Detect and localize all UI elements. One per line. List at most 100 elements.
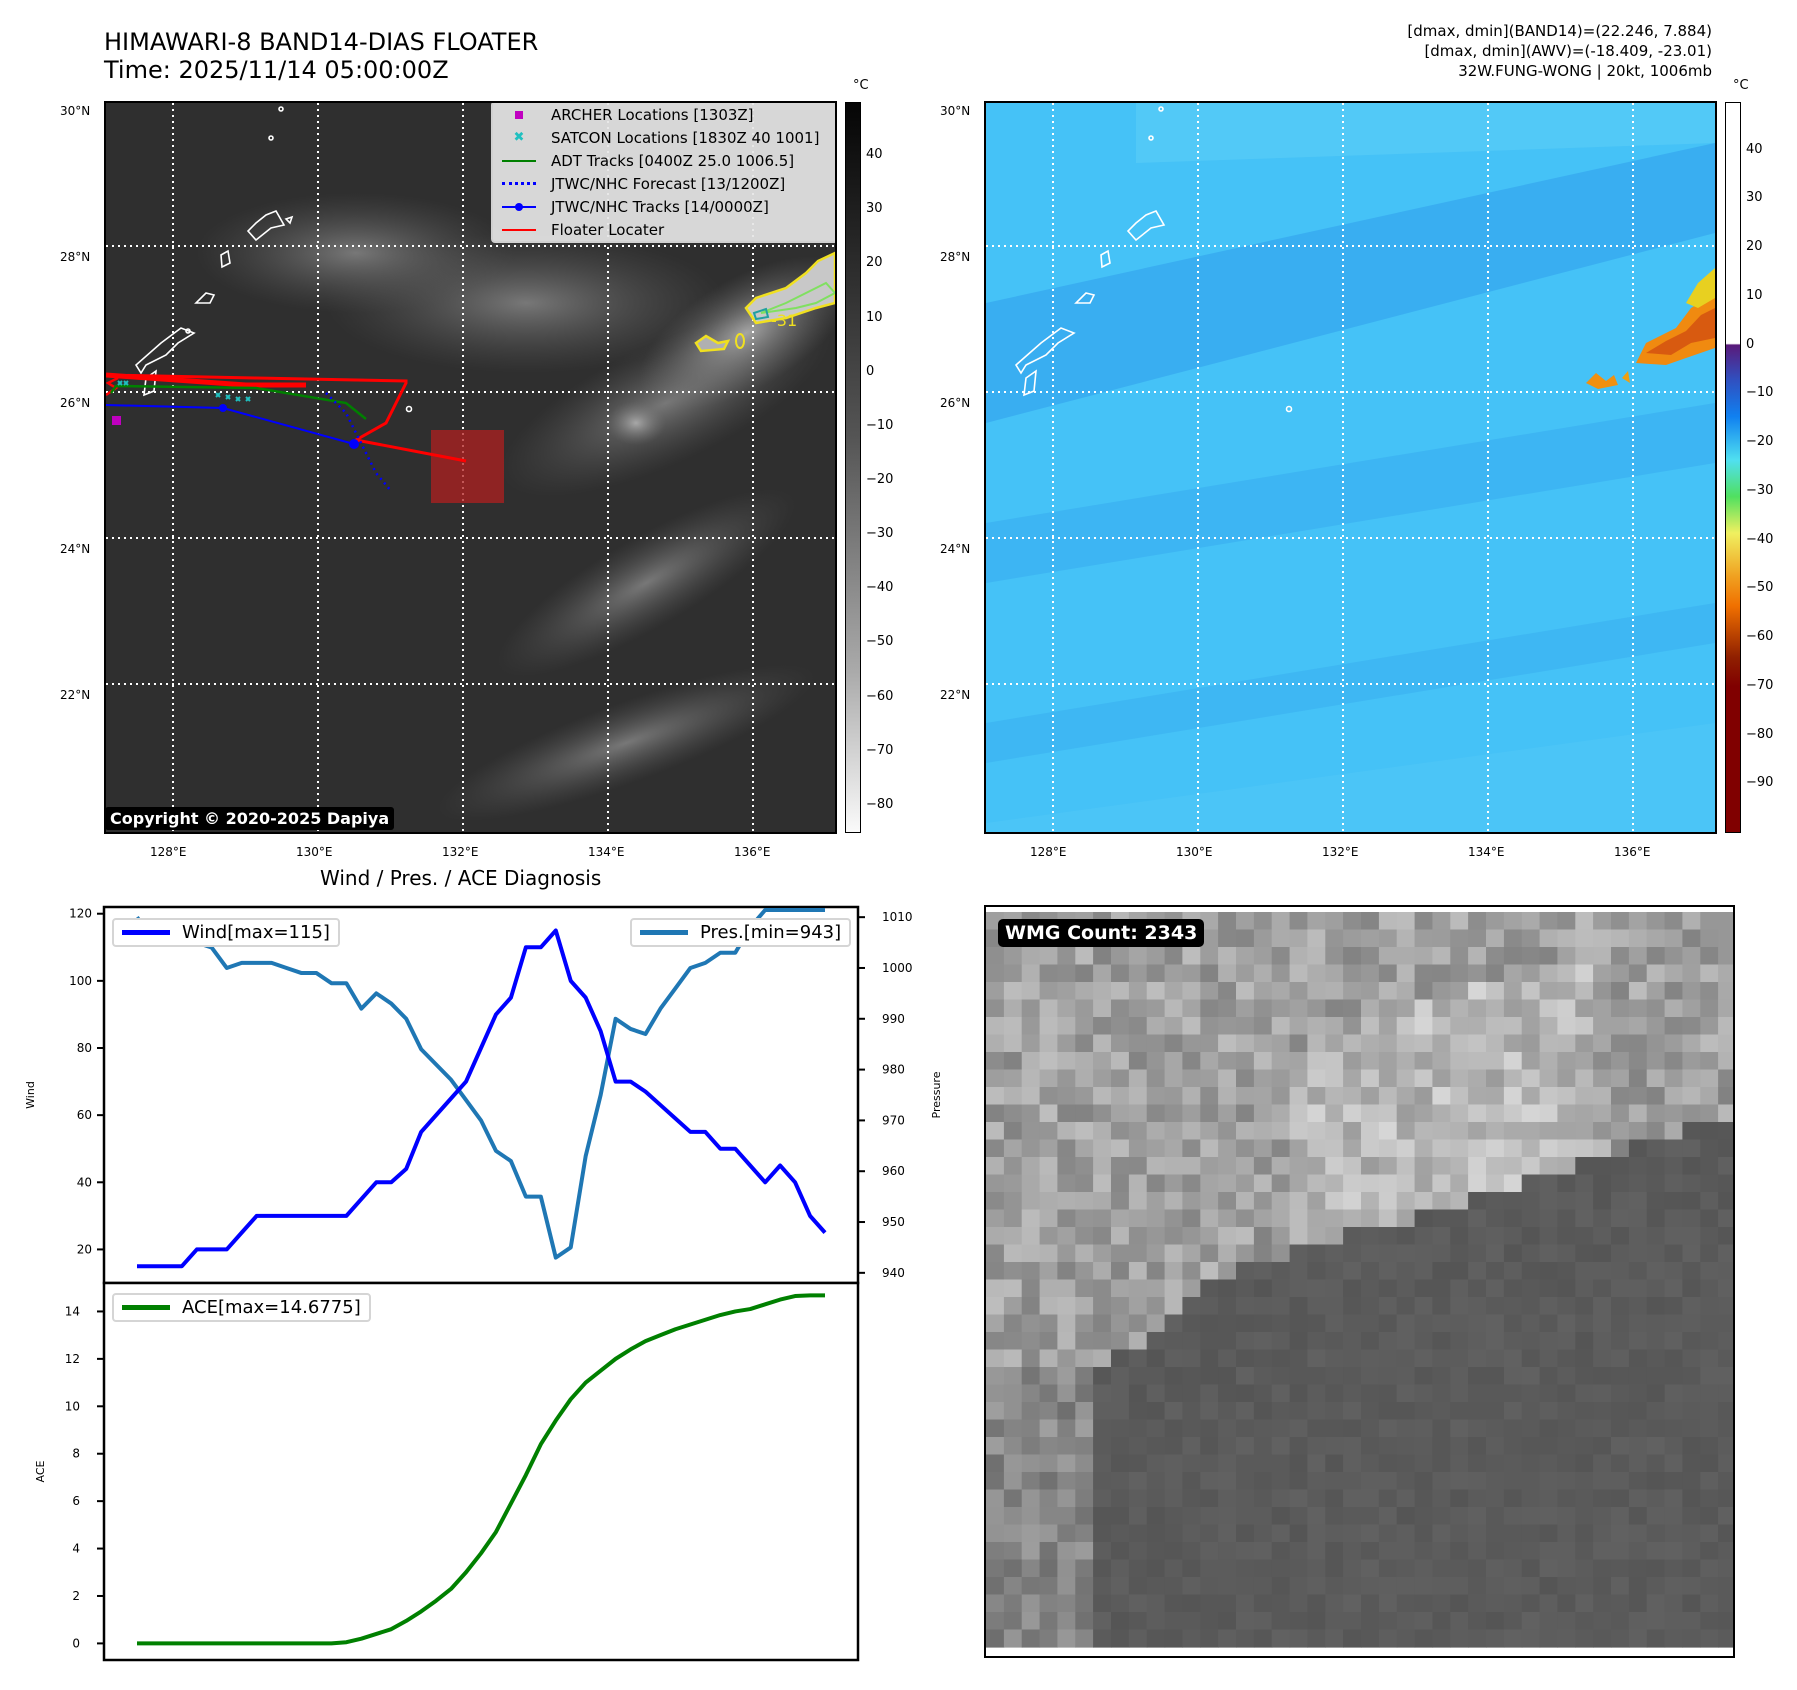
color-map-canvas (986, 103, 1715, 832)
square-marker-icon (515, 110, 523, 119)
info-awv-range: [dmax, dmin](AWV)=(-18.409, -23.01) (1424, 42, 1712, 60)
colorbar-tick-label: 20 (866, 255, 883, 271)
pressure-tick-label: 970 (882, 1113, 905, 1127)
diagnosis-title: Wind / Pres. / ACE Diagnosis (320, 866, 602, 890)
ace-plot-frame (102, 1281, 860, 1662)
colorbar-tick-label: −50 (1746, 580, 1774, 596)
lon-label: 136°E (734, 845, 771, 859)
lat-label: 24°N (60, 542, 91, 556)
colorbar-tick-label: −70 (1746, 677, 1774, 693)
ace-tick-label: 10 (65, 1399, 80, 1413)
legend-item-adt: ADT Tracks [0400Z 25.0 1006.5] (493, 149, 835, 172)
lat-label: 22°N (940, 688, 971, 702)
lat-label: 28°N (940, 250, 971, 264)
wmg-count-badge: WMG Count: 2343 (998, 919, 1205, 947)
wind-line-icon (122, 930, 170, 935)
coastline-islands (1014, 106, 1293, 413)
ace-tick-label: 12 (65, 1352, 80, 1366)
lon-label: 134°E (588, 845, 625, 859)
colorbar-tick-label: −60 (1746, 629, 1774, 645)
legend-item-jtwc-tracks: JTWC/NHC Tracks [14/0000Z] (493, 195, 835, 218)
lat-label: 26°N (60, 396, 91, 410)
wind-tick-label: 20 (77, 1242, 92, 1256)
wmg-pixel-grid (986, 912, 1733, 1648)
legend-item-archer: ARCHER Locations [1303Z] (493, 103, 835, 126)
legend-item-jtwc-forecast: JTWC/NHC Forecast [13/1200Z] (493, 172, 835, 195)
colorbar-tick-label: 10 (866, 309, 883, 325)
jtwc-forecast-line (325, 392, 392, 492)
floater-box (431, 430, 504, 503)
colorbar-tick-label: −10 (1746, 385, 1774, 401)
lon-label: 132°E (1322, 845, 1359, 859)
map-legend: ARCHER Locations [1303Z] ✖ SATCON Locati… (491, 103, 835, 243)
colorbar-tick-label: −40 (866, 580, 894, 596)
pressure-tick-label: 940 (882, 1266, 905, 1280)
colorbar-tick-label: −70 (866, 742, 894, 758)
lon-label: 130°E (296, 845, 333, 859)
lat-label: 30°N (940, 104, 971, 118)
line-marker-icon (502, 159, 536, 162)
lat-label: 28°N (60, 250, 91, 264)
pressure-tick-label: 990 (882, 1012, 905, 1026)
copyright-label: Copyright © 2020-2025 Dapiya (106, 807, 395, 830)
wind-pres-ace-chart: 12010080604020Wind1010100099098097096095… (24, 905, 943, 1662)
lon-label: 128°E (1030, 845, 1067, 859)
storm-tracks (106, 372, 504, 503)
lon-label: 132°E (442, 845, 479, 859)
pressure-tick-label: 980 (882, 1063, 905, 1077)
wind-pressure-axes: 120 100 80 60 40 20 Wind 1010 1000 990 980 970 960 95… (24, 905, 943, 1285)
line-dot-icon (515, 202, 523, 211)
ace-legend: ACE[max=14.6775] (112, 1293, 371, 1322)
ace-tick-label: 14 (65, 1304, 80, 1318)
wmg-panel: WMG Count: 2343 (984, 905, 1735, 1658)
wind-axis-label: Wind (24, 1081, 37, 1109)
legend-item-floater: Floater Locater (493, 218, 835, 241)
colorbar-tick-label: 0 (1746, 336, 1755, 352)
lat-label: 30°N (60, 104, 91, 118)
colorbar-unit: °C (853, 78, 869, 93)
colorbar-tick-label: 0 (866, 363, 875, 379)
wind-tick-label: 40 (77, 1175, 92, 1189)
archer-location (112, 416, 121, 425)
chart-title-line1: HIMAWARI-8 BAND14-DIAS FLOATER (104, 28, 539, 56)
x-marker-icon: ✖ (513, 130, 525, 145)
pressure-axis-label: Pressure (930, 1071, 943, 1118)
pressure-tick-label: 960 (882, 1164, 905, 1178)
lat-label: 22°N (60, 688, 91, 702)
ace-tick-label: 0 (72, 1636, 80, 1650)
pressure-legend: Pres.[min=943] (630, 918, 852, 947)
wind-tick-label: 100 (69, 974, 92, 988)
color-colorbar (1725, 102, 1741, 833)
ace-tick-label: 2 (72, 1589, 80, 1603)
coastline-islands (134, 106, 413, 413)
chart-title-time: Time: 2025/11/14 05:00:00Z (104, 56, 449, 84)
moisture-bands (986, 103, 1715, 832)
pressure-tick-label: 1000 (882, 961, 913, 975)
colorbar-tick-label: 10 (1746, 287, 1763, 303)
adt-track-line (109, 384, 367, 420)
wind-legend: Wind[max=115] (112, 918, 340, 947)
colorbar-tick-label: −90 (1746, 775, 1774, 791)
colorbar-tick-label: −20 (1746, 434, 1774, 450)
lon-label: 136°E (1614, 845, 1651, 859)
wind-pressure-plot-frame (102, 905, 860, 1285)
pressure-tick-label: 950 (882, 1215, 905, 1229)
lon-label: 128°E (150, 845, 187, 859)
wmg-pixel-image (986, 912, 1733, 1648)
colorbar-tick-label: 30 (866, 201, 883, 217)
ace-axis-label: ACE (34, 1460, 47, 1482)
info-storm-summary: 32W.FUNG-WONG | 20kt, 1006mb (1458, 62, 1712, 80)
satcon-locations (117, 380, 251, 402)
cloud-field (196, 193, 835, 822)
wind-tick-label: 120 (69, 907, 92, 921)
map-gridlines (986, 103, 1715, 832)
colorbar-tick-label: −50 (866, 634, 894, 650)
lon-label: 134°E (1468, 845, 1505, 859)
colorbar-tick-label: 40 (1746, 141, 1763, 157)
ace-tick-label: 8 (72, 1447, 80, 1461)
pressure-tick-label: 1010 (882, 910, 913, 924)
colorbar-tick-label: 40 (866, 147, 883, 163)
lon-label: 130°E (1176, 845, 1213, 859)
colorbar-tick-label: −30 (1746, 482, 1774, 498)
colorbar-tick-label: −10 (866, 417, 894, 433)
